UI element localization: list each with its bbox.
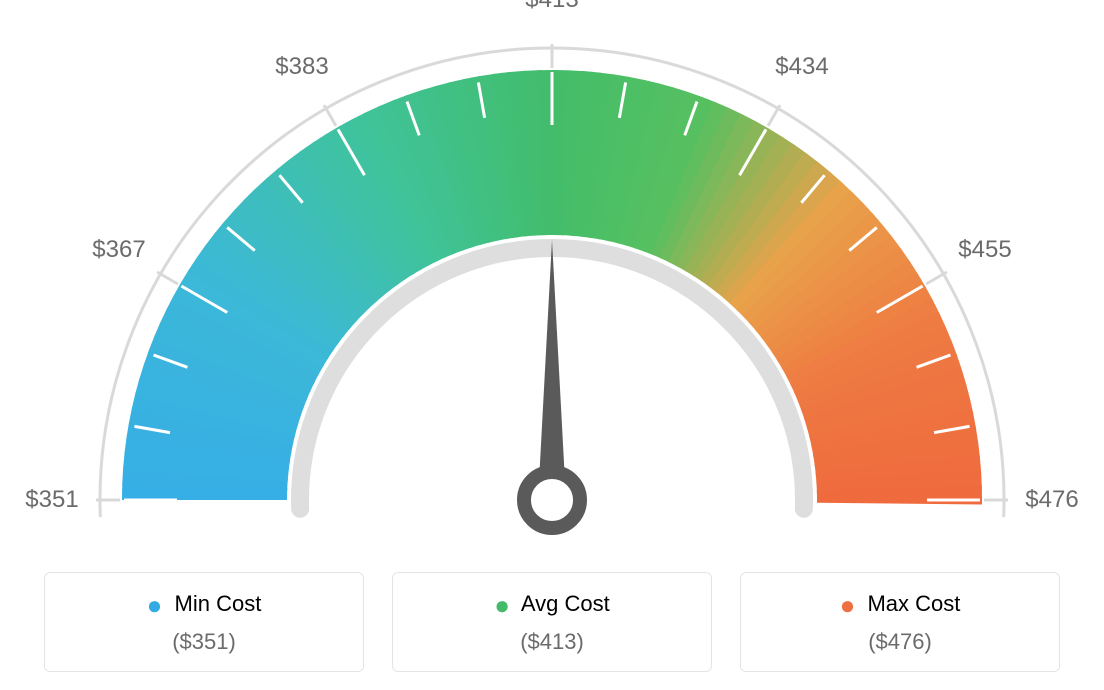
dot-icon: ●	[840, 590, 856, 620]
gauge-tick-label: $413	[525, 0, 578, 14]
gauge-chart: $351 $367 $383 $413 $434 $455 $476	[0, 0, 1104, 540]
dot-icon: ●	[147, 590, 163, 620]
legend-value-avg: ($413)	[403, 629, 701, 655]
gauge-svg	[0, 0, 1104, 540]
legend-label: Avg Cost	[521, 591, 610, 616]
gauge-tick-label: $434	[775, 53, 828, 81]
legend-title-max: ● Max Cost	[751, 591, 1049, 617]
legend-label: Min Cost	[175, 591, 262, 616]
legend-title-min: ● Min Cost	[55, 591, 353, 617]
gauge-tick-label: $476	[1025, 486, 1078, 514]
legend-label: Max Cost	[867, 591, 960, 616]
dot-icon: ●	[494, 590, 510, 620]
legend-card-avg: ● Avg Cost ($413)	[392, 572, 712, 672]
legend-row: ● Min Cost ($351) ● Avg Cost ($413) ● Ma…	[0, 572, 1104, 672]
legend-title-avg: ● Avg Cost	[403, 591, 701, 617]
legend-value-min: ($351)	[55, 629, 353, 655]
gauge-tick-label: $367	[92, 236, 145, 264]
legend-card-min: ● Min Cost ($351)	[44, 572, 364, 672]
gauge-tick-label: $351	[25, 486, 78, 514]
legend-card-max: ● Max Cost ($476)	[740, 572, 1060, 672]
gauge-tick-label: $455	[958, 236, 1011, 264]
legend-value-max: ($476)	[751, 629, 1049, 655]
gauge-tick-label: $383	[275, 53, 328, 81]
